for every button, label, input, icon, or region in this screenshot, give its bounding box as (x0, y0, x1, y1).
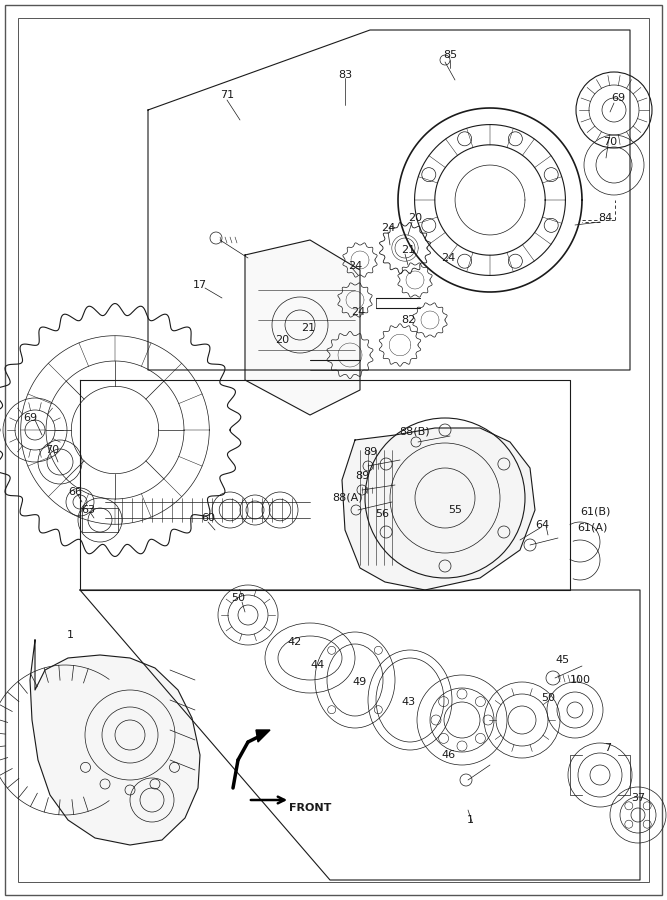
Text: 56: 56 (375, 509, 389, 519)
Text: 17: 17 (193, 280, 207, 290)
Text: 61(A): 61(A) (577, 523, 607, 533)
Text: 1: 1 (466, 815, 474, 825)
Text: 24: 24 (348, 261, 362, 271)
Text: 83: 83 (338, 70, 352, 80)
Text: 44: 44 (311, 660, 325, 670)
Polygon shape (245, 240, 360, 415)
Text: 20: 20 (275, 335, 289, 345)
Polygon shape (256, 730, 270, 742)
Text: 24: 24 (381, 223, 395, 233)
Text: 46: 46 (441, 750, 455, 760)
Text: 63: 63 (81, 505, 95, 515)
Text: 89: 89 (355, 471, 369, 481)
Text: 43: 43 (401, 697, 415, 707)
Text: 88(A): 88(A) (333, 493, 364, 503)
Text: 70: 70 (603, 137, 617, 147)
Polygon shape (342, 428, 535, 590)
Text: 42: 42 (288, 637, 302, 647)
Text: 49: 49 (353, 677, 367, 687)
Text: 1: 1 (67, 630, 73, 640)
Text: 50: 50 (541, 693, 555, 703)
Text: 7: 7 (604, 743, 612, 753)
Text: 82: 82 (401, 315, 415, 325)
Text: 24: 24 (441, 253, 455, 263)
Text: 50: 50 (231, 593, 245, 603)
Text: 85: 85 (443, 50, 457, 60)
Text: 20: 20 (408, 213, 422, 223)
Text: 69: 69 (23, 413, 37, 423)
Text: 100: 100 (570, 675, 590, 685)
Text: 24: 24 (351, 307, 365, 317)
Text: 21: 21 (401, 245, 415, 255)
Text: 70: 70 (45, 445, 59, 455)
Text: 60: 60 (201, 513, 215, 523)
Text: 88(B): 88(B) (400, 427, 430, 437)
Polygon shape (30, 640, 200, 845)
Text: 21: 21 (301, 323, 315, 333)
Text: 55: 55 (448, 505, 462, 515)
Text: 64: 64 (535, 520, 549, 530)
Text: 69: 69 (611, 93, 625, 103)
Text: 71: 71 (220, 90, 234, 100)
Text: 45: 45 (555, 655, 569, 665)
Text: FRONT: FRONT (289, 803, 331, 813)
Text: 66: 66 (68, 487, 82, 497)
Text: 89: 89 (363, 447, 377, 457)
Text: 37: 37 (631, 793, 645, 803)
Text: 61(B): 61(B) (580, 507, 610, 517)
Text: 84: 84 (598, 213, 612, 223)
